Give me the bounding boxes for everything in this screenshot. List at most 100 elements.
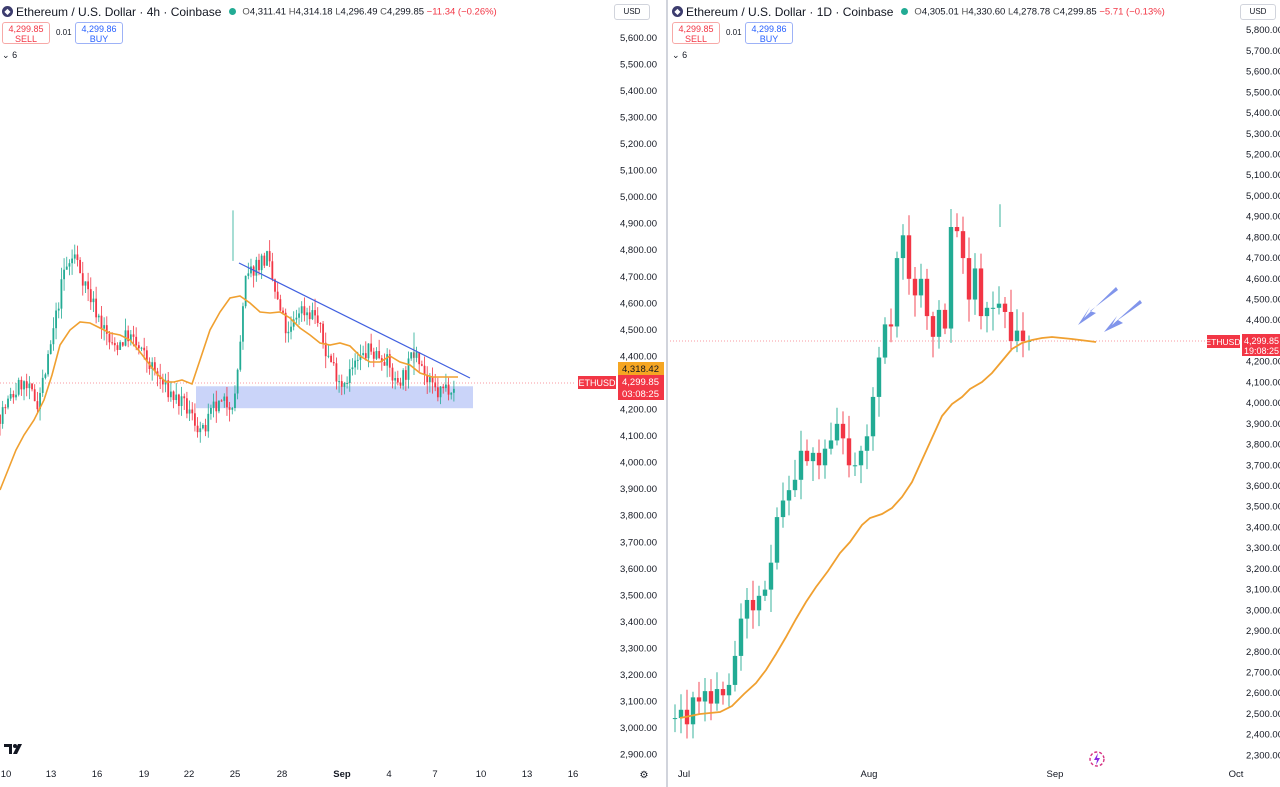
candle-body <box>372 351 375 359</box>
y-tick-label: 4,200.00 <box>620 405 657 416</box>
countdown-label: 03:08:25 <box>622 389 659 400</box>
candle-body <box>426 374 429 383</box>
candle-body <box>31 383 33 390</box>
candle-body <box>966 258 972 300</box>
right-buy-button[interactable]: 4,299.86 BUY <box>745 22 793 44</box>
ma-price-label: 4,318.42 <box>622 364 659 375</box>
candle-body <box>271 261 274 280</box>
y-tick-label: 3,600.00 <box>620 564 657 575</box>
y-tick-label: 3,800.00 <box>620 511 657 522</box>
left-indicators-toggle[interactable]: ⌄ 6 <box>2 50 18 60</box>
candle-body <box>894 258 900 327</box>
x-tick-label: 13 <box>522 769 533 780</box>
y-tick-label: 4,100.00 <box>620 431 657 442</box>
y-tick-label: 3,300.00 <box>620 643 657 654</box>
x-tick-label: 16 <box>568 769 579 780</box>
y-tick-label: 3,600.00 <box>1246 481 1280 492</box>
right-currency-button[interactable]: USD <box>1240 4 1276 20</box>
left-chart-canvas[interactable]: 2,900.00 3,000.00 3,100.00 3,200.00 3,300.00… <box>0 0 666 787</box>
y-tick-label: 3,500.00 <box>1246 502 1280 513</box>
candle-body <box>242 306 244 342</box>
candle-body <box>786 490 792 501</box>
candle-body <box>287 331 290 334</box>
right-symbol-title[interactable]: Ethereum / U.S. Dollar · 1D · Coinbase <box>686 4 894 19</box>
y-tick-label: 2,400.00 <box>1246 730 1280 741</box>
candle-body <box>100 315 103 329</box>
left-chart-pane[interactable]: 2,900.00 3,000.00 3,100.00 3,200.00 3,300.00… <box>0 0 668 787</box>
candle-body <box>852 465 858 467</box>
candle-body <box>191 409 194 414</box>
candle-body <box>900 235 906 259</box>
left-buy-button[interactable]: 4,299.86 BUY <box>75 22 123 44</box>
candle-body <box>234 393 236 408</box>
candle-body <box>442 386 445 389</box>
y-tick-label: 4,700.00 <box>620 272 657 283</box>
y-tick-label: 3,000.00 <box>1246 605 1280 616</box>
candle-body <box>167 380 170 398</box>
y-tick-label: 5,300.00 <box>620 112 657 123</box>
y-tick-label: 4,200.00 <box>1246 357 1280 368</box>
candle-body <box>402 370 405 386</box>
y-tick-label: 4,700.00 <box>1246 253 1280 264</box>
left-sell-button[interactable]: 4,299.85 SELL <box>2 22 50 44</box>
candle-body <box>210 407 212 414</box>
x-tick-label: 10 <box>1 769 12 780</box>
candle-body <box>111 342 114 344</box>
settings-gear-icon: ⚙ <box>640 770 649 781</box>
candle-body <box>359 354 362 360</box>
candle-body <box>250 266 252 274</box>
annotation-arrow <box>1104 300 1142 332</box>
x-tick-label: 4 <box>386 769 391 780</box>
candle-body <box>239 341 242 370</box>
candle-body <box>36 401 39 410</box>
candle-body <box>298 313 300 318</box>
right-ohlc-readout: O4,305.01 H4,330.60 L4,278.78 C4,299.85 … <box>914 6 1165 18</box>
candle-body <box>255 259 258 276</box>
ethereum-icon: ◆ <box>2 6 13 18</box>
candle-body <box>431 377 434 383</box>
candle-body <box>330 355 332 363</box>
x-tick-label: 10 <box>476 769 487 780</box>
candle-body <box>792 479 798 491</box>
candle-body <box>65 266 68 270</box>
candle-body <box>978 268 984 317</box>
candle-body <box>351 367 354 370</box>
candle-body <box>882 324 888 358</box>
symbol-tag-bg <box>1207 335 1240 348</box>
x-tick-label: Sep <box>333 769 351 780</box>
right-chart-pane[interactable]: 2,300.00 2,400.00 2,500.00 2,600.00 2,700.00… <box>670 0 1280 787</box>
candle-body <box>774 517 780 563</box>
y-tick-label: 2,900.00 <box>620 750 657 761</box>
y-tick-label: 3,400.00 <box>1246 522 1280 533</box>
y-tick-label: 3,900.00 <box>1246 419 1280 430</box>
right-chart-canvas[interactable]: 2,300.00 2,400.00 2,500.00 2,600.00 2,700.00… <box>670 0 1280 787</box>
lightning-icon[interactable] <box>1088 750 1106 768</box>
y-tick-label: 4,800.00 <box>1246 232 1280 243</box>
candle-body <box>364 353 367 359</box>
candle-body <box>972 268 978 300</box>
left-currency-button[interactable]: USD <box>614 4 650 20</box>
y-tick-label: 2,800.00 <box>1246 647 1280 658</box>
candle-body <box>177 394 180 407</box>
candle-body <box>423 365 426 375</box>
y-tick-label: 2,700.00 <box>1246 667 1280 678</box>
candle-body <box>444 384 447 389</box>
y-tick-label: 5,000.00 <box>1246 191 1280 202</box>
candle-body <box>292 319 295 327</box>
candle-body <box>420 364 423 366</box>
tradingview-logo-icon[interactable] <box>4 742 26 756</box>
candle-body <box>290 326 292 332</box>
y-tick-label: 2,300.00 <box>1246 750 1280 761</box>
candle-body <box>28 383 31 389</box>
chevron-down-icon: ⌄ <box>2 50 10 60</box>
left-symbol-title[interactable]: Ethereum / U.S. Dollar · 4h · Coinbase <box>16 4 222 19</box>
y-tick-label: 2,500.00 <box>1246 709 1280 720</box>
candle-body <box>822 448 828 466</box>
candle-body <box>20 379 23 390</box>
candle-body <box>434 382 437 388</box>
right-sell-button[interactable]: 4,299.85 SELL <box>672 22 720 44</box>
right-indicators-toggle[interactable]: ⌄ 6 <box>672 50 688 60</box>
candle-body <box>41 377 44 393</box>
y-tick-label: 4,000.00 <box>1246 398 1280 409</box>
candle-body <box>47 354 49 375</box>
